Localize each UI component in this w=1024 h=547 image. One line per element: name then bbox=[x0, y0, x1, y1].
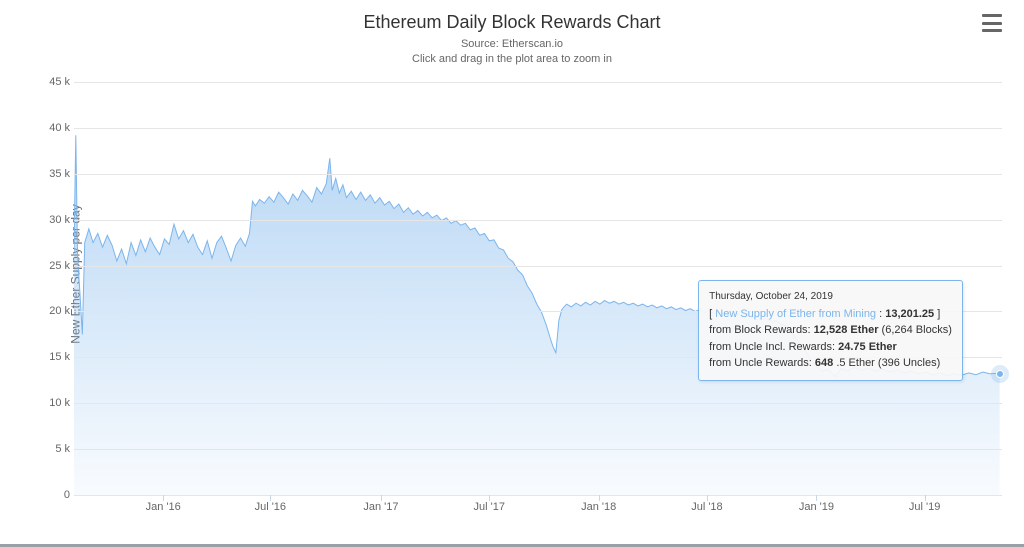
y-tick-label: 40 k bbox=[38, 122, 70, 134]
y-tick-label: 25 k bbox=[38, 260, 70, 272]
x-tick-label: Jul '17 bbox=[473, 501, 504, 513]
gridline bbox=[74, 220, 1002, 221]
y-axis: 05 k10 k15 k20 k25 k30 k35 k40 k45 k bbox=[38, 82, 70, 495]
gridline bbox=[74, 174, 1002, 175]
subtitle-hint: Click and drag in the plot area to zoom … bbox=[412, 53, 612, 65]
gridline bbox=[74, 82, 1002, 83]
y-tick-label: 30 k bbox=[38, 214, 70, 226]
area-chart-svg bbox=[74, 82, 1002, 495]
gridline bbox=[74, 311, 1002, 312]
marker-dot bbox=[996, 370, 1004, 378]
x-tick-label: Jul '18 bbox=[691, 501, 722, 513]
gridline bbox=[74, 403, 1002, 404]
x-tick-label: Jan '17 bbox=[363, 501, 398, 513]
x-tick-label: Jan '19 bbox=[799, 501, 834, 513]
x-tick-label: Jan '18 bbox=[581, 501, 616, 513]
gridline bbox=[74, 449, 1002, 450]
y-tick-label: 10 k bbox=[38, 397, 70, 409]
y-tick-label: 0 bbox=[38, 489, 70, 501]
x-tick-label: Jul '19 bbox=[909, 501, 940, 513]
gridline bbox=[74, 128, 1002, 129]
y-tick-label: 45 k bbox=[38, 76, 70, 88]
y-tick-label: 35 k bbox=[38, 168, 70, 180]
chart-subtitle: Source: Etherscan.io Click and drag in t… bbox=[20, 37, 1004, 68]
y-tick-label: 20 k bbox=[38, 305, 70, 317]
hamburger-menu-icon[interactable] bbox=[982, 14, 1002, 32]
chart-container: Ethereum Daily Block Rewards Chart Sourc… bbox=[0, 0, 1024, 547]
y-tick-label: 5 k bbox=[38, 443, 70, 455]
gridline bbox=[74, 266, 1002, 267]
x-tick-label: Jan '16 bbox=[146, 501, 181, 513]
y-tick-label: 15 k bbox=[38, 351, 70, 363]
x-tick-label: Jul '16 bbox=[255, 501, 286, 513]
x-axis: Jan '16 Jul '16 Jan '17 Jul '17 Jan '18 Jul '… bbox=[74, 499, 1002, 519]
subtitle-source: Source: Etherscan.io bbox=[461, 38, 563, 50]
gridline bbox=[74, 495, 1002, 496]
gridline bbox=[74, 357, 1002, 358]
chart-title: Ethereum Daily Block Rewards Chart bbox=[20, 12, 1004, 33]
plot-area[interactable] bbox=[74, 82, 1002, 495]
